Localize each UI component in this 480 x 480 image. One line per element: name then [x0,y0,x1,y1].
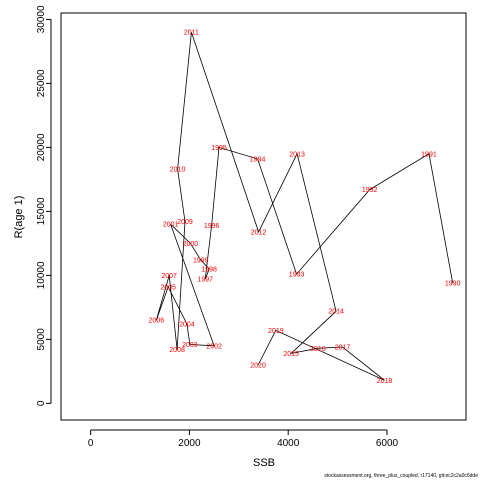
point-label-2007: 2007 [161,273,177,280]
plot-frame [60,12,467,421]
y-tick-label: 20000 [36,133,47,161]
point-label-2006: 2006 [149,318,165,325]
point-label-1996: 1996 [204,223,220,230]
point-label-1994: 1994 [250,156,266,163]
point-label-2003: 2003 [182,342,198,349]
point-label-2000: 2000 [183,241,199,248]
point-label-1991: 1991 [421,151,437,158]
point-label-2020: 2020 [250,362,266,369]
point-label-2001: 2001 [163,222,179,229]
x-axis: 0 2000 4000 6000 [88,429,399,449]
point-label-1999: 1999 [193,258,209,265]
x-tick-label: 6000 [376,438,399,449]
y-tick-label: 25000 [36,69,47,97]
x-tick-label: 2000 [178,438,201,449]
y-axis: 0 5000 10000 15000 20000 25000 30000 [36,5,52,406]
point-label-1993: 1993 [289,272,305,279]
point-label-2004: 2004 [179,322,195,329]
y-tick-label: 30000 [36,5,47,33]
year-labels: 1990 1991 1992 1993 1994 1995 1996 1997 19981999… [149,30,461,385]
source-footer: stockassessment.org, three_plus_coupled,… [324,473,478,479]
x-tick-label: 4000 [277,438,300,449]
point-label-2011: 2011 [184,30,199,37]
point-label-1995: 1995 [211,145,227,152]
point-label-2014: 2014 [328,309,344,316]
point-label-2019: 2019 [268,328,284,335]
point-label-1990: 1990 [445,281,461,288]
point-label-2013: 2013 [289,151,305,158]
point-label-2016: 2016 [310,346,326,353]
point-label-1998: 1998 [201,266,217,273]
point-label-2005: 2005 [160,284,176,291]
x-tick-label: 0 [88,438,94,449]
point-label-1992: 1992 [362,187,378,194]
point-label-2009: 2009 [177,219,193,226]
y-tick-label: 0 [36,400,47,406]
x-axis-title: SSB [253,457,275,469]
point-label-2008: 2008 [169,347,185,354]
point-label-2012: 2012 [251,229,267,236]
series-line [155,32,454,381]
y-tick-label: 10000 [36,261,47,289]
point-label-2002: 2002 [206,343,222,350]
y-axis-title: R(age 1) [13,196,25,239]
y-tick-label: 15000 [36,197,47,225]
point-label-2010: 2010 [170,167,186,174]
point-label-2015: 2015 [283,351,299,358]
point-label-2017: 2017 [335,345,351,352]
point-label-2018: 2018 [377,378,393,385]
y-tick-label: 5000 [36,328,47,351]
point-label-1997: 1997 [197,277,213,284]
